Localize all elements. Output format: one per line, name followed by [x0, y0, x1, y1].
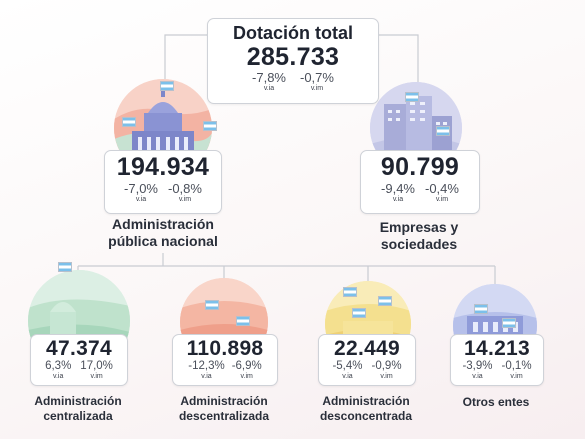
- otros-card: 14.213 -3,9% v.ia -0,1% v.im: [450, 334, 544, 386]
- connector-top-to-emp: [379, 34, 419, 85]
- flag-icon: [160, 81, 174, 91]
- flag-icon: [236, 316, 250, 326]
- apn-value: 194.934: [116, 153, 210, 181]
- otros-value: 14.213: [463, 337, 531, 360]
- desconcentrada-value: 22.449: [333, 337, 401, 360]
- total-value: 285.733: [246, 43, 340, 71]
- descentralizada-stat-yoy: -12,3% v.ia: [188, 360, 225, 380]
- centralizada-label: Administración centralizada: [34, 394, 122, 423]
- descentralizada-stat-mom: -6,9% v.im: [231, 360, 262, 380]
- total-title: Dotación total: [233, 23, 353, 43]
- descentralizada-label: Administración descentralizada: [178, 394, 270, 423]
- empresas-stat-yoy: -9,4% v.ia: [381, 181, 415, 203]
- connector-top-to-apn: [164, 34, 207, 88]
- centralizada-stat-mom: 17,0% v.im: [80, 360, 113, 380]
- desconcentrada-card: 22.449 -5,4% v.ia -0,9% v.im: [318, 334, 416, 386]
- empresas-label: Empresas y sociedades: [379, 219, 459, 252]
- flag-icon: [474, 304, 488, 314]
- flag-icon: [352, 308, 366, 318]
- descentralizada-card: 110.898 -12,3% v.ia -6,9% v.im: [172, 334, 278, 386]
- centralizada-stat-yoy: 6,3% v.ia: [45, 360, 72, 380]
- flag-icon: [58, 262, 72, 272]
- flag-icon: [405, 92, 419, 102]
- empresas-stat-mom: -0,4% v.im: [425, 181, 459, 203]
- apn-stat-yoy: -7,0% v.ia: [124, 181, 158, 203]
- flag-icon: [436, 126, 450, 136]
- centralizada-card: 47.374 6,3% v.ia 17,0% v.im: [30, 334, 128, 386]
- flag-icon: [205, 300, 219, 310]
- empresas-card: 90.799 -9,4% v.ia -0,4% v.im: [360, 150, 480, 214]
- total-card: Dotación total 285.733 -7,8% v.ia -0,7% …: [207, 18, 379, 104]
- apn-stat-mom: -0,8% v.im: [168, 181, 202, 203]
- otros-stat-mom: -0,1% v.im: [501, 360, 532, 380]
- otros-label: Otros entes: [462, 395, 530, 409]
- centralizada-value: 47.374: [45, 337, 113, 360]
- flag-icon: [122, 117, 136, 127]
- flag-icon: [343, 287, 357, 297]
- flag-icon: [378, 296, 392, 306]
- desconcentrada-label: Administración desconcentrada: [319, 394, 413, 423]
- flag-icon: [502, 318, 516, 328]
- descentralizada-value: 110.898: [186, 337, 264, 360]
- apn-label: Administración pública nacional: [108, 216, 218, 249]
- flag-icon: [203, 121, 217, 131]
- desconcentrada-stat-yoy: -5,4% v.ia: [332, 360, 363, 380]
- apn-card: 194.934 -7,0% v.ia -0,8% v.im: [104, 150, 222, 214]
- empresas-value: 90.799: [380, 153, 460, 181]
- desconcentrada-stat-mom: -0,9% v.im: [371, 360, 402, 380]
- otros-stat-yoy: -3,9% v.ia: [462, 360, 493, 380]
- total-stat-yoy: -7,8% v.ia: [252, 70, 286, 93]
- total-stat-mom: -0,7% v.im: [300, 70, 334, 93]
